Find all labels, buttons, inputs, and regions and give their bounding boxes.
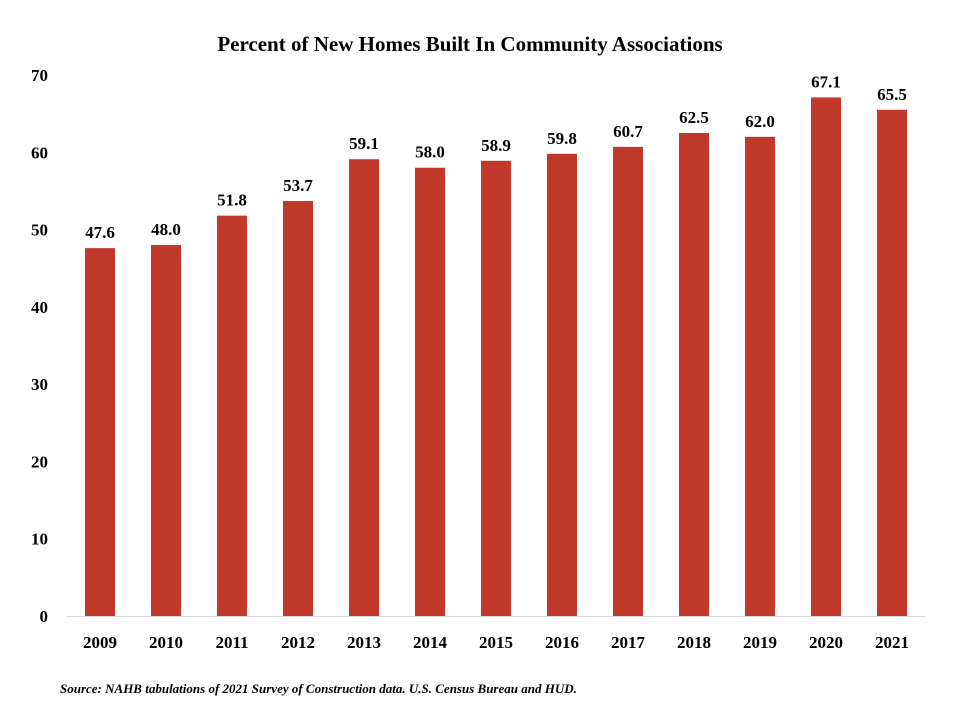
bar xyxy=(679,132,709,616)
x-tick-label: 2012 xyxy=(281,633,315,652)
data-label: 47.6 xyxy=(85,223,115,242)
y-tick-label: 0 xyxy=(40,607,49,626)
x-axis: 2009 2010 2011 2012 2013 2014 2015 2016 2017 2018… xyxy=(83,633,909,652)
data-label: 62.0 xyxy=(745,112,775,131)
x-tick-label: 2021 xyxy=(875,633,909,652)
x-tick-label: 2010 xyxy=(149,633,183,652)
y-tick-label: 10 xyxy=(31,530,48,549)
data-label: 62.5 xyxy=(679,108,709,127)
bars: 47.6 48.0 51.8 53.7 59.1 58.0 58.9 59.8 60.7 62.5… xyxy=(85,72,907,617)
y-tick-label: 60 xyxy=(31,143,48,162)
bar xyxy=(481,160,511,616)
x-tick-label: 2009 xyxy=(83,633,117,652)
bar xyxy=(811,97,841,617)
x-tick-label: 2015 xyxy=(479,633,513,652)
data-label: 59.1 xyxy=(349,134,379,153)
data-label: 67.1 xyxy=(811,72,841,91)
x-tick-label: 2017 xyxy=(611,633,646,652)
bar xyxy=(547,153,577,616)
bar xyxy=(613,146,643,616)
x-tick-label: 2016 xyxy=(545,633,579,652)
bar xyxy=(151,245,181,616)
x-tick-label: 2019 xyxy=(743,633,777,652)
bar xyxy=(85,248,115,616)
source-note: Source: NAHB tabulations of 2021 Survey … xyxy=(60,681,577,696)
y-tick-label: 50 xyxy=(31,221,48,240)
data-label: 51.8 xyxy=(217,191,247,210)
x-tick-label: 2018 xyxy=(677,633,711,652)
x-tick-label: 2020 xyxy=(809,633,843,652)
x-tick-label: 2014 xyxy=(413,633,448,652)
y-tick-label: 40 xyxy=(31,298,48,317)
data-label: 65.5 xyxy=(877,85,907,104)
data-label: 58.0 xyxy=(415,143,445,162)
y-tick-label: 30 xyxy=(31,375,48,394)
data-label: 53.7 xyxy=(283,176,313,195)
y-tick-label: 20 xyxy=(31,452,48,471)
data-label: 59.8 xyxy=(547,129,577,148)
chart-title: Percent of New Homes Built In Community … xyxy=(217,32,722,56)
x-tick-label: 2013 xyxy=(347,633,381,652)
data-label: 60.7 xyxy=(613,122,643,141)
y-axis: 0 10 20 30 40 50 60 70 xyxy=(31,66,48,626)
bar xyxy=(217,215,247,616)
y-tick-label: 70 xyxy=(31,66,48,85)
data-label: 48.0 xyxy=(151,220,181,239)
data-label: 58.9 xyxy=(481,136,511,155)
bar xyxy=(283,200,313,616)
bar xyxy=(415,167,445,616)
bar xyxy=(349,159,379,616)
bar xyxy=(877,109,907,617)
bar xyxy=(745,136,775,617)
x-tick-label: 2011 xyxy=(215,633,248,652)
